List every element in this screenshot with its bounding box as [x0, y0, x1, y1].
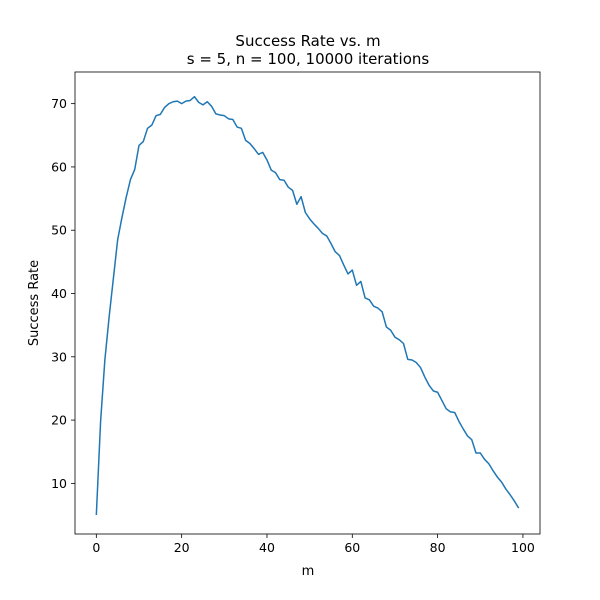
y-tick-label-10: 10: [51, 476, 67, 491]
x-axis-label: m: [302, 564, 315, 579]
y-tick-label-50: 50: [51, 223, 67, 238]
x-tick-label-40: 40: [259, 540, 275, 555]
plot-frame: [74, 71, 541, 535]
x-tick-label-80: 80: [430, 540, 446, 555]
y-tick-label-40: 40: [51, 286, 67, 301]
series-line-0: [95, 95, 520, 516]
y-tick-label-70: 70: [51, 96, 67, 111]
y-axis-label: Success Rate: [27, 260, 42, 346]
x-tick-label-20: 20: [174, 540, 190, 555]
y-tick-label-20: 20: [51, 413, 67, 428]
chart-subtitle: s = 5, n = 100, 10000 iterations: [187, 50, 430, 68]
chart-title: Success Rate vs. m: [235, 32, 380, 50]
x-tick-label-100: 100: [511, 540, 535, 555]
x-tick-label-0: 0: [92, 540, 100, 555]
y-tick-label-30: 30: [51, 349, 67, 364]
x-tick-label-60: 60: [344, 540, 360, 555]
y-tick-label-60: 60: [51, 159, 67, 174]
plot-area: 0 20 40 60 80 100 10 20 30 40 50 60 70: [51, 71, 541, 555]
